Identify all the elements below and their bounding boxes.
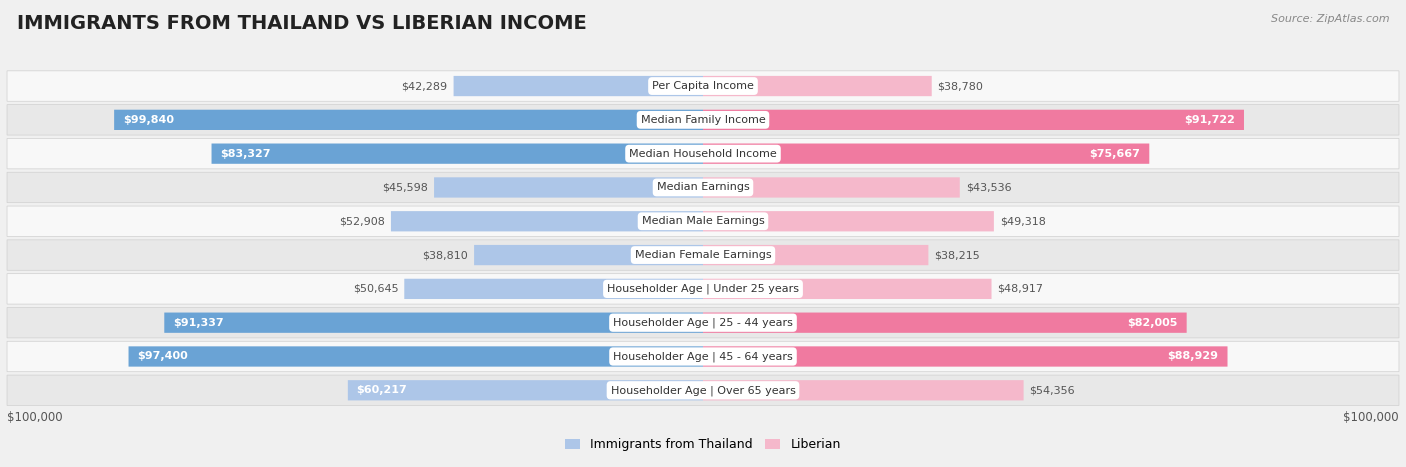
FancyBboxPatch shape xyxy=(128,347,703,367)
FancyBboxPatch shape xyxy=(703,245,928,265)
Text: $45,598: $45,598 xyxy=(382,183,429,192)
Text: $75,667: $75,667 xyxy=(1090,149,1140,159)
Text: Householder Age | Under 25 years: Householder Age | Under 25 years xyxy=(607,283,799,294)
FancyBboxPatch shape xyxy=(391,211,703,232)
Text: Householder Age | 25 - 44 years: Householder Age | 25 - 44 years xyxy=(613,318,793,328)
FancyBboxPatch shape xyxy=(454,76,703,96)
FancyBboxPatch shape xyxy=(703,177,960,198)
Text: $54,356: $54,356 xyxy=(1029,385,1076,395)
FancyBboxPatch shape xyxy=(114,110,703,130)
FancyBboxPatch shape xyxy=(347,380,703,400)
Text: $38,780: $38,780 xyxy=(938,81,984,91)
Text: $91,722: $91,722 xyxy=(1184,115,1234,125)
Text: $38,215: $38,215 xyxy=(935,250,980,260)
Legend: Immigrants from Thailand, Liberian: Immigrants from Thailand, Liberian xyxy=(560,433,846,456)
FancyBboxPatch shape xyxy=(7,105,1399,135)
Text: $99,840: $99,840 xyxy=(122,115,174,125)
Text: Median Family Income: Median Family Income xyxy=(641,115,765,125)
FancyBboxPatch shape xyxy=(7,240,1399,270)
Text: $60,217: $60,217 xyxy=(357,385,408,395)
Text: Householder Age | Over 65 years: Householder Age | Over 65 years xyxy=(610,385,796,396)
FancyBboxPatch shape xyxy=(7,71,1399,101)
FancyBboxPatch shape xyxy=(7,375,1399,405)
Text: $38,810: $38,810 xyxy=(422,250,468,260)
Text: $83,327: $83,327 xyxy=(221,149,271,159)
Text: Median Household Income: Median Household Income xyxy=(628,149,778,159)
FancyBboxPatch shape xyxy=(165,312,703,333)
FancyBboxPatch shape xyxy=(405,279,703,299)
Text: Median Male Earnings: Median Male Earnings xyxy=(641,216,765,226)
Text: IMMIGRANTS FROM THAILAND VS LIBERIAN INCOME: IMMIGRANTS FROM THAILAND VS LIBERIAN INC… xyxy=(17,14,586,33)
Text: Per Capita Income: Per Capita Income xyxy=(652,81,754,91)
Text: $100,000: $100,000 xyxy=(7,411,63,424)
FancyBboxPatch shape xyxy=(703,279,991,299)
Text: Median Female Earnings: Median Female Earnings xyxy=(634,250,772,260)
FancyBboxPatch shape xyxy=(474,245,703,265)
Text: $91,337: $91,337 xyxy=(173,318,224,328)
FancyBboxPatch shape xyxy=(703,312,1187,333)
Text: $42,289: $42,289 xyxy=(402,81,447,91)
FancyBboxPatch shape xyxy=(703,380,1024,400)
FancyBboxPatch shape xyxy=(703,76,932,96)
FancyBboxPatch shape xyxy=(703,143,1149,164)
Text: $82,005: $82,005 xyxy=(1128,318,1178,328)
FancyBboxPatch shape xyxy=(703,347,1227,367)
Text: $88,929: $88,929 xyxy=(1167,352,1219,361)
FancyBboxPatch shape xyxy=(434,177,703,198)
FancyBboxPatch shape xyxy=(7,138,1399,169)
Text: $100,000: $100,000 xyxy=(1343,411,1399,424)
FancyBboxPatch shape xyxy=(7,307,1399,338)
Text: Source: ZipAtlas.com: Source: ZipAtlas.com xyxy=(1271,14,1389,24)
Text: $49,318: $49,318 xyxy=(1000,216,1046,226)
FancyBboxPatch shape xyxy=(211,143,703,164)
FancyBboxPatch shape xyxy=(7,341,1399,372)
Text: Householder Age | 45 - 64 years: Householder Age | 45 - 64 years xyxy=(613,351,793,362)
FancyBboxPatch shape xyxy=(7,274,1399,304)
Text: $50,645: $50,645 xyxy=(353,284,398,294)
FancyBboxPatch shape xyxy=(703,110,1244,130)
Text: $43,536: $43,536 xyxy=(966,183,1011,192)
Text: $52,908: $52,908 xyxy=(339,216,385,226)
FancyBboxPatch shape xyxy=(7,206,1399,236)
Text: $97,400: $97,400 xyxy=(138,352,188,361)
Text: Median Earnings: Median Earnings xyxy=(657,183,749,192)
Text: $48,917: $48,917 xyxy=(997,284,1043,294)
FancyBboxPatch shape xyxy=(703,211,994,232)
FancyBboxPatch shape xyxy=(7,172,1399,203)
